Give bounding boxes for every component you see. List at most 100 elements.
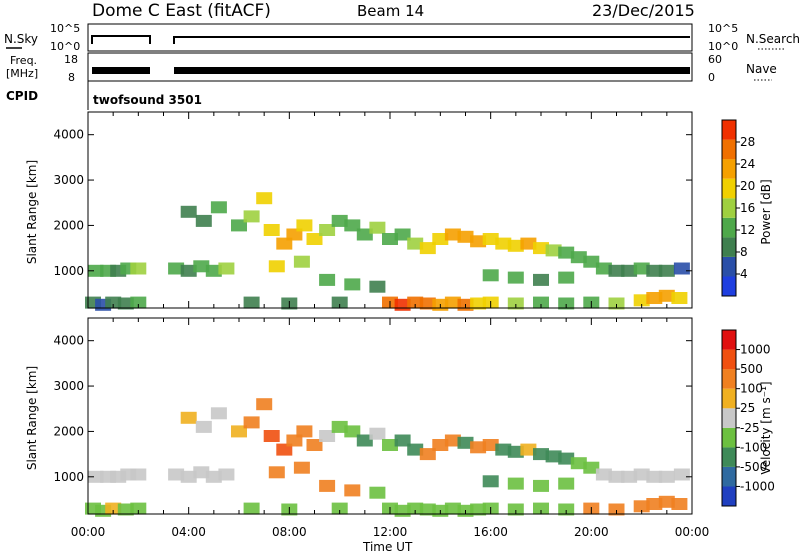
colorbar-swatch [722, 237, 736, 257]
data-cell [344, 219, 361, 232]
data-cell [470, 297, 487, 310]
data-cell [608, 503, 625, 516]
colorbar-tick-label: 16 [740, 201, 755, 215]
colorbar-tick-label: -500 [740, 460, 767, 474]
colorbar-tick-label: 28 [740, 135, 755, 149]
data-cell [369, 280, 386, 293]
data-cell [558, 477, 575, 490]
velocity-colorbar-label: Velocity [m s⁻¹] [759, 381, 773, 474]
data-cell [331, 420, 348, 433]
y-tick-label: 4000 [53, 334, 84, 348]
data-cell [231, 219, 247, 232]
data-cell [533, 242, 549, 255]
freq-tick-bottom: 8 [68, 71, 75, 84]
y-tick-label: 3000 [53, 173, 84, 187]
data-cell [276, 443, 293, 456]
data-cell [507, 503, 524, 516]
data-cell [419, 242, 436, 255]
data-cell [646, 292, 663, 304]
y-tick-label: 1000 [53, 264, 84, 278]
data-cell [545, 244, 562, 257]
noise-strip-frame [87, 23, 693, 52]
data-cell [457, 436, 474, 449]
data-cell [558, 503, 575, 516]
cpid-value: twofsound 3501 [93, 93, 202, 107]
y-tick-label: 4000 [53, 128, 84, 142]
data-cell [507, 271, 524, 284]
colorbar-swatch [722, 159, 736, 179]
data-cell [117, 503, 134, 516]
data-cell [595, 468, 612, 481]
data-cell [621, 264, 638, 277]
velocity-y-ticks: 1000 2000 3000 4000 [53, 318, 693, 514]
colorbar-tick-label: 24 [740, 157, 755, 171]
data-cell [243, 416, 260, 429]
colorbar-tick-label: -100 [740, 440, 767, 454]
data-cell [608, 264, 625, 277]
colorbar-swatch [722, 276, 736, 296]
data-cell [263, 430, 280, 442]
colorbar-tick-label: 1000 [740, 343, 771, 357]
data-cell [210, 201, 227, 214]
data-cell [558, 246, 575, 259]
data-cell [344, 484, 361, 497]
data-cell [87, 264, 104, 277]
x-tick-labels: 00:00 04:00 08:00 12:00 16:00 20:00 00:00 [71, 525, 710, 539]
data-cell [319, 479, 336, 492]
data-cell [263, 224, 280, 236]
noise-tick-left-top: 10^5 [50, 22, 80, 35]
colorbar-swatch [722, 369, 736, 389]
data-cell [296, 425, 313, 438]
data-cell [658, 289, 675, 302]
power-cells [85, 192, 690, 311]
data-cell [218, 262, 235, 275]
data-cell [193, 466, 210, 479]
data-cell [646, 264, 663, 277]
data-cell [595, 262, 612, 275]
colorbar-tick-label: 20 [740, 179, 755, 193]
data-cell [243, 210, 260, 223]
cpid-label: CPID [6, 89, 38, 103]
y-tick-label: 3000 [53, 379, 84, 393]
colorbar-swatch [722, 178, 736, 199]
data-cell [673, 468, 690, 481]
power-colorbar: 4 8 12 16 20 24 28 [721, 119, 755, 297]
power-y-ticks: 1000 2000 3000 4000 [53, 112, 693, 308]
data-cell [85, 502, 101, 515]
data-cell [331, 214, 348, 227]
data-cell [520, 237, 537, 250]
data-cell [407, 443, 424, 456]
data-cell [608, 297, 625, 310]
colorbar-tick-label: 500 [740, 362, 763, 376]
velocity-panel-frame [87, 317, 693, 515]
data-cell [495, 443, 512, 456]
data-cell [671, 498, 688, 510]
data-cell [205, 264, 222, 277]
noise-line [91, 35, 690, 44]
data-cell [570, 457, 587, 470]
x-tick-label: 00:00 [675, 525, 710, 539]
data-cell [533, 502, 549, 515]
noise-tick-right-bottom: 10^0 [708, 40, 738, 53]
site-title: Dome C East (fitACF) [92, 1, 271, 21]
colorbar-swatch [722, 120, 736, 140]
data-cell [195, 420, 212, 433]
data-cell [231, 425, 247, 438]
noise-trace [91, 35, 690, 44]
data-cell [130, 468, 147, 481]
data-cell [444, 434, 461, 447]
data-cell [344, 425, 361, 438]
x-tick-label: 16:00 [473, 525, 508, 539]
data-cell [558, 452, 575, 465]
data-cell [319, 430, 336, 442]
data-cell [646, 498, 663, 510]
data-cell [419, 448, 436, 461]
data-cell [583, 255, 600, 268]
data-cell [286, 434, 303, 447]
x-tick-label: 12:00 [373, 525, 408, 539]
data-cell [293, 461, 310, 474]
data-cell [407, 296, 424, 309]
data-cell [533, 273, 549, 286]
data-cell [105, 502, 122, 515]
